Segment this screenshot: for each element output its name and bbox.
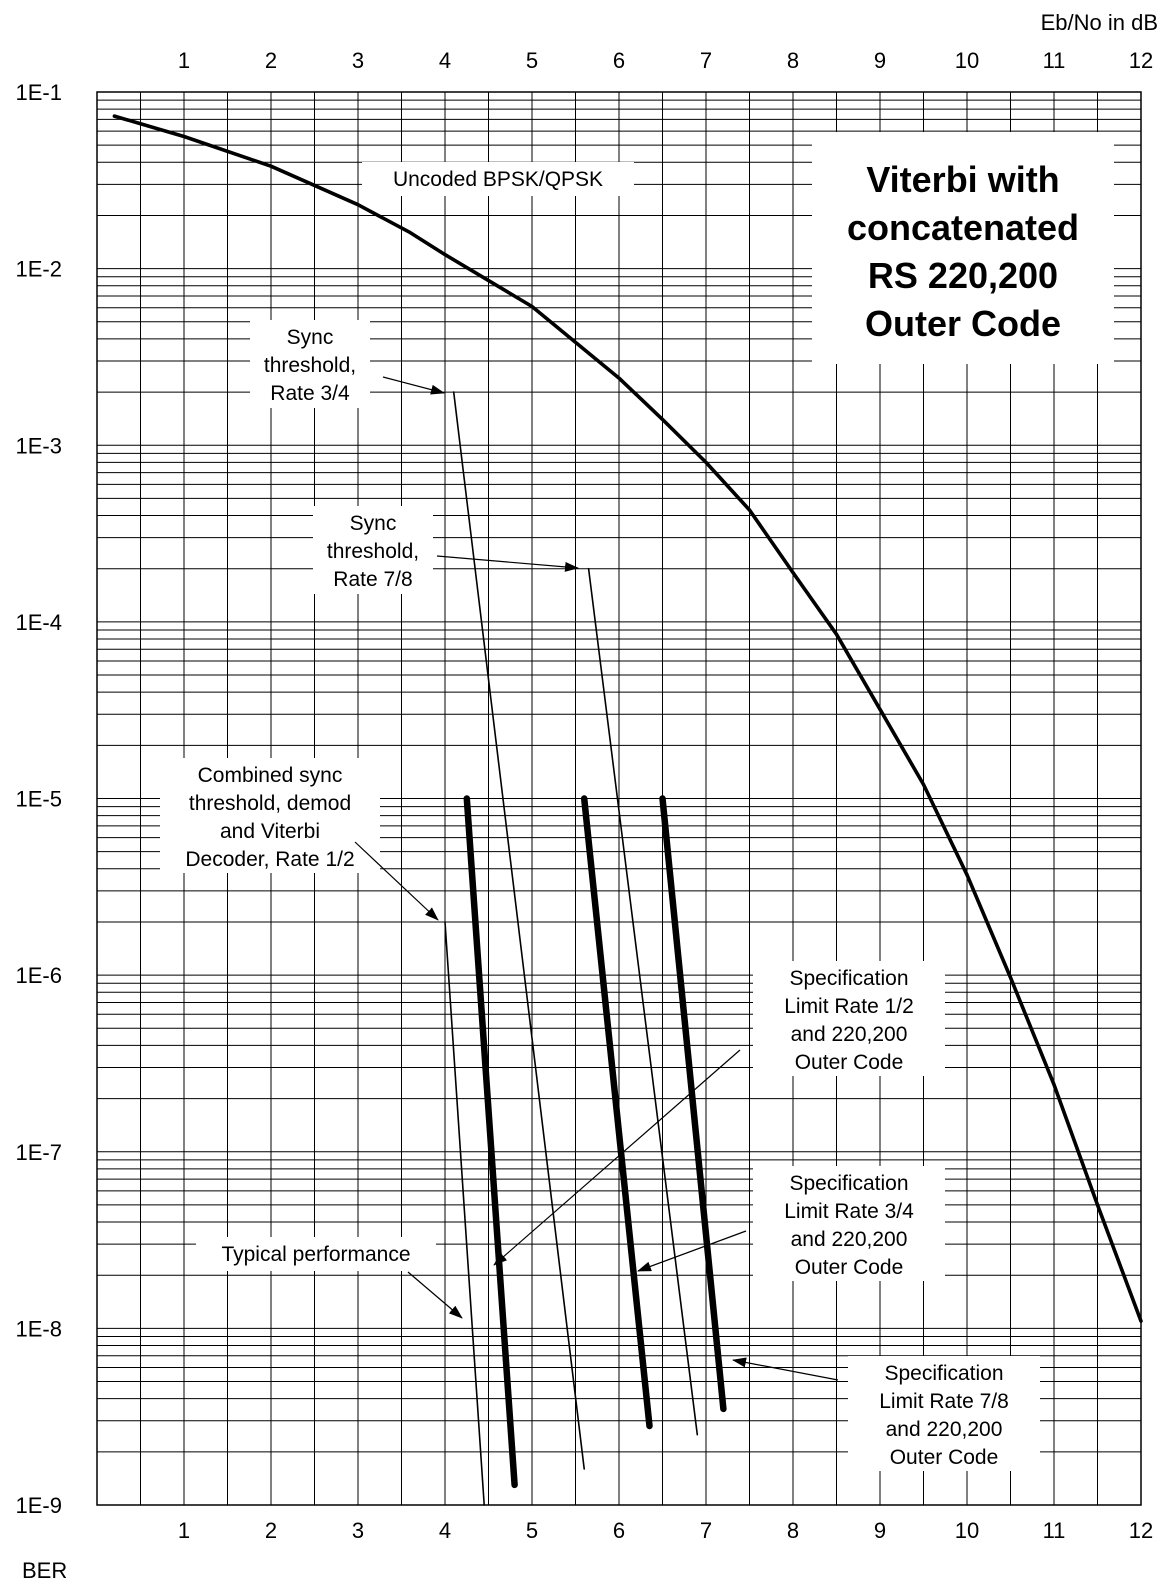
x-tick-label-top: 2 [265, 48, 277, 73]
annotation-text: threshold, [327, 540, 419, 563]
annotation-text: Typical performance [221, 1243, 410, 1266]
x-tick-label-bottom: 6 [613, 1518, 625, 1543]
x-tick-label-bottom: 2 [265, 1518, 277, 1543]
annotation-text: Combined sync [198, 764, 343, 787]
y-tick-label: 1E-8 [16, 1316, 62, 1341]
annotation-text: Outer Code [795, 1051, 904, 1074]
annotation-text: threshold, [264, 354, 356, 377]
x-tick-label-top: 1 [178, 48, 190, 73]
title-line: Outer Code [865, 303, 1061, 344]
annotation-text: Limit Rate 7/8 [879, 1390, 1009, 1413]
annotation-arrow [638, 1231, 746, 1271]
y-tick-label: 1E-9 [16, 1493, 62, 1518]
x-axis-label: Eb/No in dB [1041, 10, 1158, 35]
annotation-7: Specification Limit Rate 7/8 and 220,200 Ou… [733, 1356, 1040, 1471]
annotation-text: Specification [884, 1362, 1003, 1385]
annotation-text: Sync [350, 512, 397, 535]
annotation-0: Uncoded BPSK/QPSK [362, 162, 634, 196]
x-tick-label-bottom: 3 [352, 1518, 364, 1543]
annotation-text: threshold, demod [189, 792, 351, 815]
annotation-arrow [355, 842, 438, 920]
annotation-3: Combined sync threshold, demod and Viterbi… [160, 758, 438, 920]
annotation-text: and 220,200 [886, 1418, 1003, 1441]
annotation-5: Typical performance [196, 1237, 462, 1318]
y-tick-label: 1E-6 [16, 963, 62, 988]
annotation-arrow [383, 377, 444, 393]
annotation-arrow [437, 556, 578, 568]
annotation-1: Sync threshold, Rate 3/4 [250, 320, 444, 408]
x-tick-label-top: 6 [613, 48, 625, 73]
x-tick-label-top: 10 [955, 48, 979, 73]
x-tick-label-top: 3 [352, 48, 364, 73]
x-tick-label-bottom: 9 [874, 1518, 886, 1543]
annotation-arrow [408, 1272, 462, 1318]
x-tick-label-top: 9 [874, 48, 886, 73]
series-line-6 [663, 799, 724, 1409]
annotation-text: Sync [287, 326, 334, 349]
annotation-arrow [733, 1360, 838, 1380]
y-axis-label: BER [22, 1558, 67, 1581]
x-tick-label-bottom: 7 [700, 1518, 712, 1543]
x-tick-label-top: 5 [526, 48, 538, 73]
annotation-text: Specification [789, 1172, 908, 1195]
title-line: RS 220,200 [868, 255, 1058, 296]
annotation-text: Rate 3/4 [270, 382, 350, 405]
x-tick-label-bottom: 4 [439, 1518, 451, 1543]
series-line-5 [584, 799, 649, 1427]
annotation-text: Decoder, Rate 1/2 [185, 848, 354, 871]
x-tick-label-top: 7 [700, 48, 712, 73]
x-tick-label-top: 12 [1129, 48, 1153, 73]
x-tick-label-top: 8 [787, 48, 799, 73]
x-tick-label-bottom: 5 [526, 1518, 538, 1543]
y-tick-label: 1E-2 [16, 257, 62, 282]
chart-title: Viterbi with concatenated RS 220,200 Outer … [812, 132, 1114, 364]
annotation-6: Specification Limit Rate 3/4 and 220,200 Ou… [638, 1166, 945, 1281]
annotation-text: Specification [789, 967, 908, 990]
title-line: concatenated [847, 207, 1079, 248]
y-tick-label: 1E-5 [16, 787, 62, 812]
x-tick-label-top: 11 [1043, 48, 1066, 73]
x-tick-label-bottom: 12 [1129, 1518, 1153, 1543]
annotation-text: Rate 7/8 [333, 568, 412, 591]
title-line: Viterbi with [866, 159, 1059, 200]
y-tick-label: 1E-3 [16, 433, 62, 458]
x-tick-label-bottom: 11 [1043, 1518, 1066, 1543]
annotation-text: and 220,200 [791, 1228, 908, 1251]
x-tick-label-bottom: 1 [178, 1518, 190, 1543]
annotation-text: and 220,200 [791, 1023, 908, 1046]
x-tick-label-top: 4 [439, 48, 451, 73]
x-tick-label-bottom: 8 [787, 1518, 799, 1543]
y-tick-label: 1E-4 [16, 610, 62, 635]
annotation-text: Outer Code [795, 1256, 904, 1279]
annotation-text: Uncoded BPSK/QPSK [393, 168, 603, 191]
y-tick-label: 1E-1 [16, 80, 62, 105]
x-tick-label-bottom: 10 [955, 1518, 979, 1543]
annotation-text: Outer Code [890, 1446, 999, 1469]
annotation-text: Limit Rate 1/2 [784, 995, 914, 1018]
annotation-text: Limit Rate 3/4 [784, 1200, 914, 1223]
annotation-text: and Viterbi [220, 820, 320, 843]
y-tick-label: 1E-7 [16, 1140, 62, 1165]
